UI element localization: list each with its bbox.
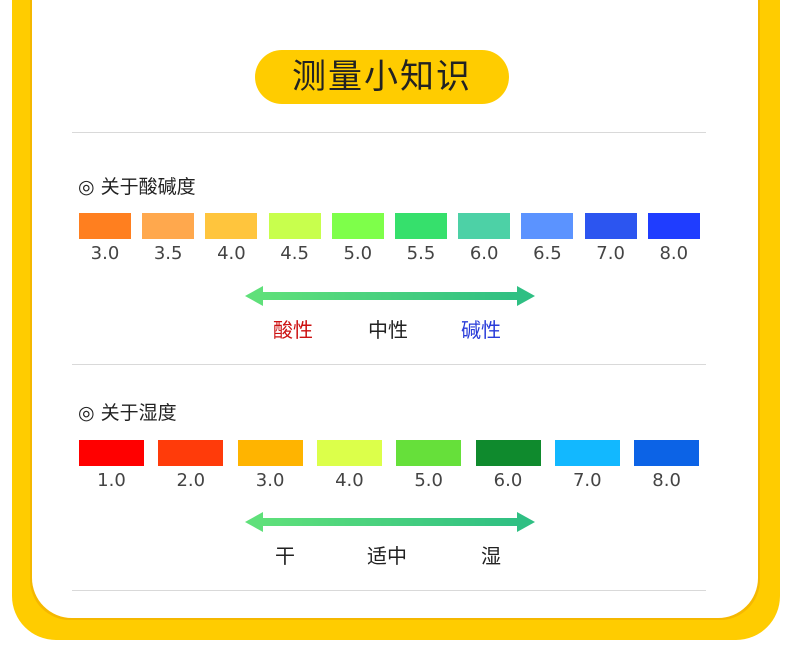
swatch-value-label: 7.0 [596, 243, 625, 264]
color-swatch [268, 213, 321, 239]
swatch-value-label: 4.5 [280, 243, 309, 264]
divider [72, 590, 706, 591]
color-swatch [205, 213, 258, 239]
color-swatch [647, 213, 700, 239]
color-swatch [584, 213, 637, 239]
ph-color-scale: 3.0 3.5 4.0 4.5 5.0 5.5 6.0 6.5 7.0 8.0 [0, 213, 790, 273]
swatch-value-label: 8.0 [652, 470, 681, 491]
color-swatch [331, 213, 384, 239]
ph-range-arrow-icon [245, 286, 535, 306]
swatch-value-label: 6.0 [493, 470, 523, 491]
swatch-value-label: 6.0 [469, 243, 499, 264]
swatch-value-label: 3.0 [90, 243, 120, 264]
swatch-value-label: 5.0 [343, 243, 373, 264]
label-acidic: 酸性 [273, 318, 313, 342]
color-swatch [79, 213, 131, 239]
color-swatch [237, 440, 303, 466]
swatch-value-label: 7.0 [572, 470, 602, 491]
color-swatch [316, 440, 382, 466]
color-swatch [142, 213, 195, 239]
swatch-value-label: 4.0 [217, 243, 246, 264]
label-dry: 干 [275, 544, 295, 568]
swatch-value-label: 8.0 [659, 243, 689, 264]
swatch-value-label: 5.0 [414, 470, 443, 491]
label-neutral: 中性 [368, 318, 408, 342]
swatch-value-label: 3.5 [153, 243, 183, 264]
label-moderate: 适中 [367, 544, 407, 568]
divider [72, 364, 706, 365]
divider [72, 132, 706, 133]
humidity-section-heading: ◎ 关于湿度 [78, 402, 177, 424]
color-swatch [396, 440, 462, 466]
humidity-range-arrow-icon [245, 512, 535, 532]
swatch-value-label: 4.0 [335, 470, 364, 491]
swatch-value-label: 5.5 [406, 243, 436, 264]
ph-section-heading: ◎ 关于酸碱度 [78, 176, 196, 198]
page-title: 测量小知识 [255, 50, 509, 104]
color-swatch [475, 440, 541, 466]
color-swatch [79, 440, 144, 466]
label-alkaline: 碱性 [461, 318, 501, 342]
color-swatch [634, 440, 700, 466]
color-swatch [395, 213, 447, 239]
swatch-value-label: 2.0 [176, 470, 206, 491]
color-swatch [158, 440, 224, 466]
swatch-value-label: 1.0 [97, 470, 126, 491]
color-swatch [521, 213, 574, 239]
swatch-value-label: 3.0 [255, 470, 285, 491]
color-swatch [458, 213, 511, 239]
swatch-value-label: 6.5 [533, 243, 562, 264]
humidity-color-scale: 1.0 2.0 3.0 4.0 5.0 6.0 7.0 8.0 [0, 440, 790, 500]
color-swatch [554, 440, 620, 466]
label-wet: 湿 [481, 544, 501, 568]
